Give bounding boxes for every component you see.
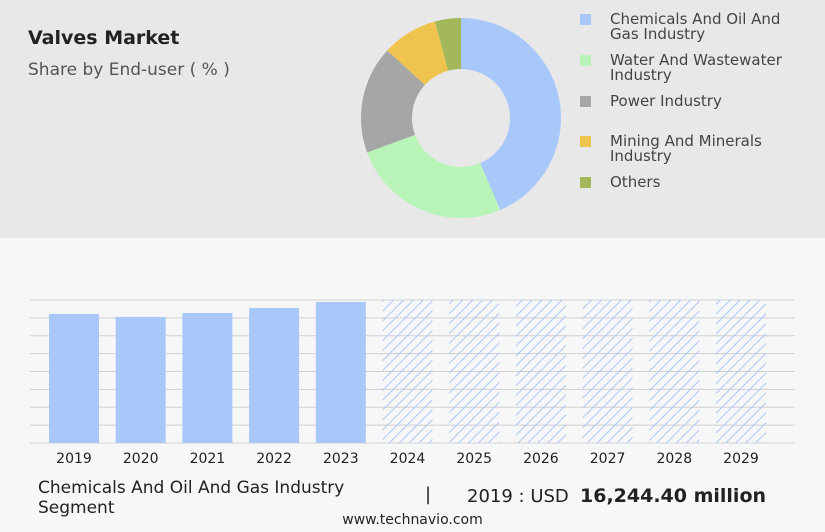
legend-swatch [580,177,591,188]
bar [49,313,99,443]
highlight-value: 16,244.40 million [580,485,767,507]
x-tick-label: 2020 [123,451,159,467]
legend-swatch [580,14,591,25]
bar [249,307,300,443]
donut-slice [367,134,501,218]
forecast-placeholder [649,300,700,443]
x-tick-label: 2024 [390,451,426,467]
donut-slice [361,50,425,153]
legend-swatch [580,96,591,107]
donut-slice [434,18,461,71]
legend-label: Mining And Minerals Industry [610,132,762,165]
x-tick-label: 2025 [456,451,492,467]
forecast-placeholder [449,300,500,443]
legend-label: Power Industry [610,92,722,110]
bar [315,301,366,443]
x-tick-label: 2027 [590,451,626,467]
legend-label: Chemicals And Oil And Gas Industry [610,10,781,43]
legend-label: Others [610,173,661,191]
forecast-placeholder [382,300,433,443]
x-tick-label: 2029 [723,451,759,467]
bar [115,316,166,443]
x-tick-label: 2026 [523,451,559,467]
donut-slice [461,18,561,211]
legend-swatch [580,136,591,147]
legend-label: Water And Wastewater Industry [610,51,782,84]
forecast-placeholder [582,300,633,443]
x-tick-label: 2022 [256,451,292,467]
legend-swatch [580,55,591,66]
highlight-label: 2019 : USD [467,486,569,507]
bar [182,312,233,443]
forecast-placeholder [716,300,766,443]
chart-subtitle: Share by End-user ( % ) [28,60,230,80]
chart-title: Valves Market [28,27,180,49]
x-tick-label: 2023 [323,451,359,467]
segment-label: Chemicals And Oil And Gas Industry Segme… [38,478,345,518]
x-tick-label: 2028 [656,451,692,467]
separator: | [425,484,432,505]
x-tick-label: 2021 [190,451,226,467]
donut-slice [387,21,449,85]
source: www.technavio.com [342,512,483,528]
x-tick-label: 2019 [56,451,92,467]
forecast-placeholder [515,300,566,443]
